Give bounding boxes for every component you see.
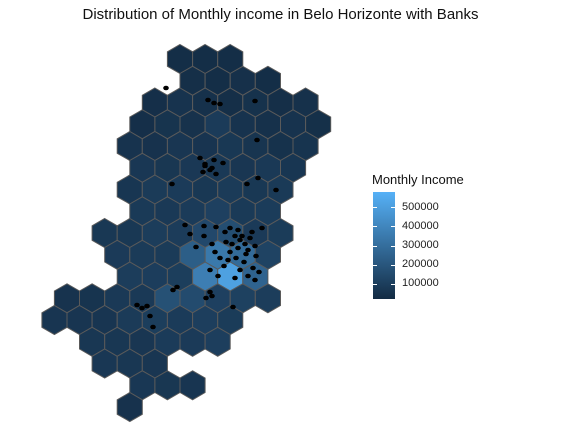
hex-cell [116,391,143,423]
bank-point [254,137,260,143]
chart-title: Distribution of Monthly income in Belo H… [82,6,479,23]
bank-point [200,169,206,175]
legend-tick-label: 300000 [402,239,439,251]
bank-point [217,255,223,261]
bank-point [170,287,176,293]
bank-point [209,293,215,299]
bank-point [256,269,262,275]
hex-cell [254,283,281,314]
bank-point [202,163,208,169]
bank-point [201,233,207,239]
bank-point [144,303,150,309]
bank-point [147,313,153,319]
bank-point [213,171,219,177]
bank-point [232,275,238,281]
bank-point [217,101,223,107]
bank-point [252,277,258,283]
bank-point [169,181,175,187]
bank-point [235,245,241,251]
bank-point [227,225,233,231]
bank-point [193,244,199,250]
bank-point [212,249,218,255]
bank-point [205,97,211,103]
bank-point [253,253,259,259]
legend-title: Monthly Income [372,172,464,187]
bank-point [235,227,241,233]
bank-point [221,263,227,269]
bank-point [207,289,213,295]
bank-point [197,155,203,161]
bank-point [249,229,255,235]
bank-point [255,175,261,181]
hex-cell [179,370,206,401]
legend-tick-label: 100000 [402,277,439,290]
bank-point [201,223,207,229]
bank-point [222,229,228,235]
bank-point [207,267,213,273]
bank-point [273,187,279,193]
legend-tick-label: 500000 [402,200,439,213]
bank-point [220,160,226,166]
bank-point [242,241,248,247]
bank-point [139,305,145,311]
bank-point [245,247,251,253]
hex-layer [41,43,332,423]
bank-point [247,235,253,241]
bank-point [134,302,140,308]
bank-point [187,231,193,237]
bank-point [209,165,215,171]
bank-points-layer [134,85,279,330]
legend-tick-label: 200000 [402,258,439,271]
bank-point [245,273,251,279]
bank-point [252,98,258,104]
bank-point [182,222,188,228]
bank-point [259,225,265,231]
bank-point [237,237,243,243]
bank-point [250,265,256,271]
bank-point [213,224,219,230]
bank-point [150,324,156,330]
bank-point [229,241,235,247]
legend-tick-label: 400000 [402,219,439,232]
bank-point [211,100,217,106]
bank-point [241,259,247,265]
bank-point [252,243,258,249]
bank-point [244,181,250,187]
legend-colorbar [373,192,395,299]
bank-point [223,239,229,245]
hex-cell [204,326,231,357]
bank-point [163,85,169,91]
bank-point [237,267,243,273]
bank-point [225,257,231,263]
bank-point [232,233,238,239]
bank-point [230,304,236,310]
bank-point [215,273,221,279]
bank-point [227,249,233,255]
bank-point [243,251,249,257]
bank-point [211,157,217,163]
bank-point [174,284,180,290]
bank-point [239,233,245,239]
bank-point [209,241,215,247]
bank-point [233,255,239,261]
bank-point [203,295,209,301]
